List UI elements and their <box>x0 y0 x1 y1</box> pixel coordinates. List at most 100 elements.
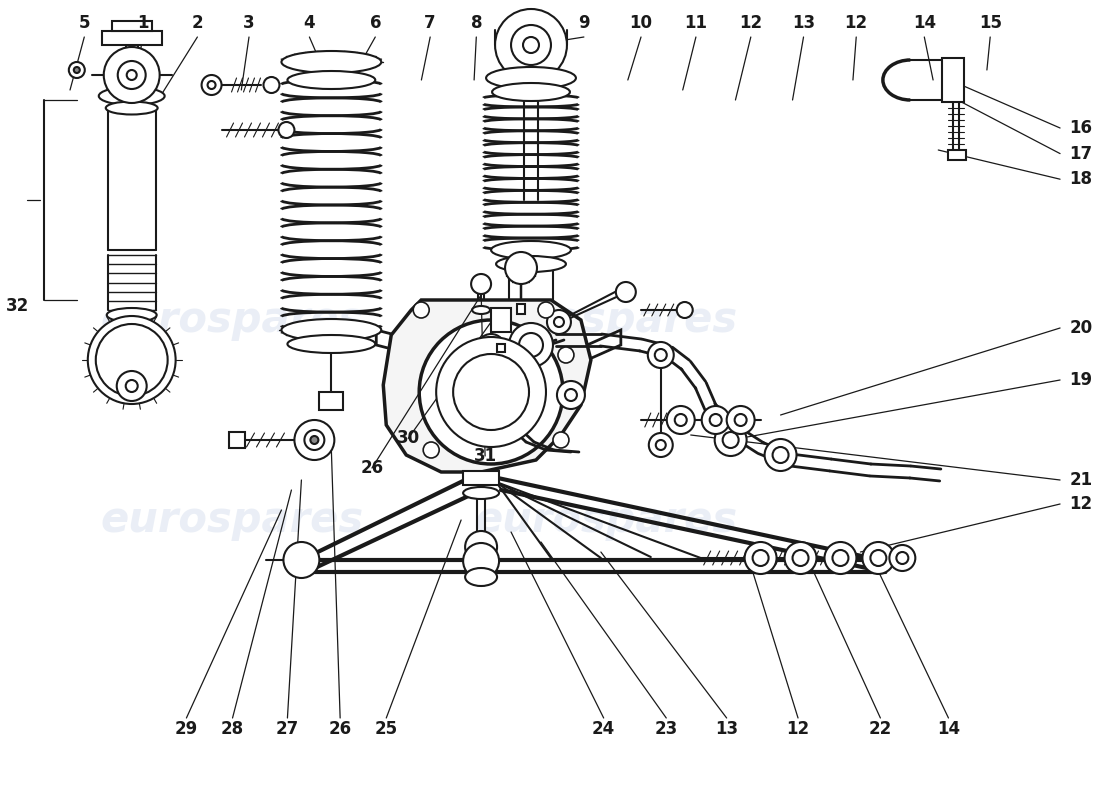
Circle shape <box>509 323 553 367</box>
Circle shape <box>419 320 563 464</box>
Circle shape <box>702 406 729 434</box>
Circle shape <box>74 67 80 73</box>
Circle shape <box>125 380 138 392</box>
Text: 20: 20 <box>1069 319 1092 337</box>
Circle shape <box>538 302 554 318</box>
Text: 11: 11 <box>684 14 707 32</box>
Circle shape <box>547 310 571 334</box>
Text: 28: 28 <box>221 720 244 738</box>
Ellipse shape <box>287 335 375 353</box>
Circle shape <box>825 542 857 574</box>
Text: 1: 1 <box>136 14 149 32</box>
Text: 12: 12 <box>1069 495 1092 513</box>
Circle shape <box>745 542 777 574</box>
Circle shape <box>495 9 566 81</box>
Text: 15: 15 <box>979 14 1002 32</box>
Circle shape <box>870 550 887 566</box>
Text: 8: 8 <box>471 14 482 32</box>
Bar <box>517 304 525 314</box>
Text: eurospares: eurospares <box>101 499 364 541</box>
Text: 7: 7 <box>515 14 526 32</box>
Circle shape <box>558 347 574 363</box>
Circle shape <box>764 439 796 471</box>
Text: 13: 13 <box>792 14 815 32</box>
Circle shape <box>616 282 636 302</box>
Circle shape <box>424 442 439 458</box>
Circle shape <box>69 62 85 78</box>
Text: eurospares: eurospares <box>474 299 737 341</box>
Circle shape <box>305 430 324 450</box>
Circle shape <box>715 424 747 456</box>
Ellipse shape <box>106 102 157 114</box>
Text: 3: 3 <box>243 14 255 32</box>
Circle shape <box>117 371 146 401</box>
Text: eurospares: eurospares <box>474 499 737 541</box>
Circle shape <box>414 302 429 318</box>
Bar <box>229 432 244 448</box>
Bar <box>319 392 343 410</box>
Circle shape <box>727 406 755 434</box>
Circle shape <box>126 70 136 80</box>
Circle shape <box>522 37 539 53</box>
Text: 2: 2 <box>191 14 204 32</box>
Ellipse shape <box>472 306 491 314</box>
Circle shape <box>208 81 216 89</box>
Ellipse shape <box>107 308 156 322</box>
Text: 23: 23 <box>654 720 678 738</box>
Text: 13: 13 <box>715 720 738 738</box>
Circle shape <box>284 542 319 578</box>
Circle shape <box>295 420 334 460</box>
Circle shape <box>437 337 546 447</box>
Circle shape <box>310 436 318 444</box>
Ellipse shape <box>287 71 375 89</box>
Circle shape <box>96 324 167 396</box>
Ellipse shape <box>492 83 570 101</box>
Circle shape <box>118 61 145 89</box>
Ellipse shape <box>465 568 497 586</box>
Circle shape <box>512 25 551 65</box>
Circle shape <box>554 317 564 327</box>
Circle shape <box>735 414 747 426</box>
Circle shape <box>649 433 673 457</box>
Bar <box>112 21 152 31</box>
Circle shape <box>752 550 769 566</box>
Circle shape <box>88 316 176 404</box>
Text: 4: 4 <box>304 14 316 32</box>
Circle shape <box>784 542 816 574</box>
Ellipse shape <box>103 322 160 338</box>
Text: 31: 31 <box>473 447 496 465</box>
Bar <box>497 344 505 352</box>
Text: 18: 18 <box>1069 170 1092 188</box>
Circle shape <box>674 414 686 426</box>
Text: 26: 26 <box>361 459 384 477</box>
Circle shape <box>264 77 279 93</box>
Text: 24: 24 <box>592 720 615 738</box>
Text: 25: 25 <box>375 720 398 738</box>
Text: 21: 21 <box>1069 471 1092 489</box>
Ellipse shape <box>463 487 499 499</box>
Circle shape <box>833 550 848 566</box>
Ellipse shape <box>282 319 382 341</box>
Text: 12: 12 <box>786 720 810 738</box>
Circle shape <box>896 552 909 564</box>
Text: 14: 14 <box>913 14 936 32</box>
Text: 29: 29 <box>175 720 198 738</box>
Circle shape <box>862 542 894 574</box>
Text: 12: 12 <box>845 14 868 32</box>
Text: 27: 27 <box>276 720 299 738</box>
Bar <box>463 471 499 485</box>
Circle shape <box>477 334 505 362</box>
Text: 30: 30 <box>397 430 420 447</box>
Circle shape <box>103 47 160 103</box>
Text: 9: 9 <box>579 14 590 32</box>
Bar <box>491 308 512 332</box>
Text: 16: 16 <box>1069 119 1092 137</box>
Circle shape <box>557 381 585 409</box>
Circle shape <box>505 252 537 284</box>
Text: 19: 19 <box>1069 371 1092 389</box>
Circle shape <box>772 447 789 463</box>
Circle shape <box>676 302 693 318</box>
Circle shape <box>890 545 915 571</box>
Circle shape <box>453 354 529 430</box>
Ellipse shape <box>99 87 165 105</box>
